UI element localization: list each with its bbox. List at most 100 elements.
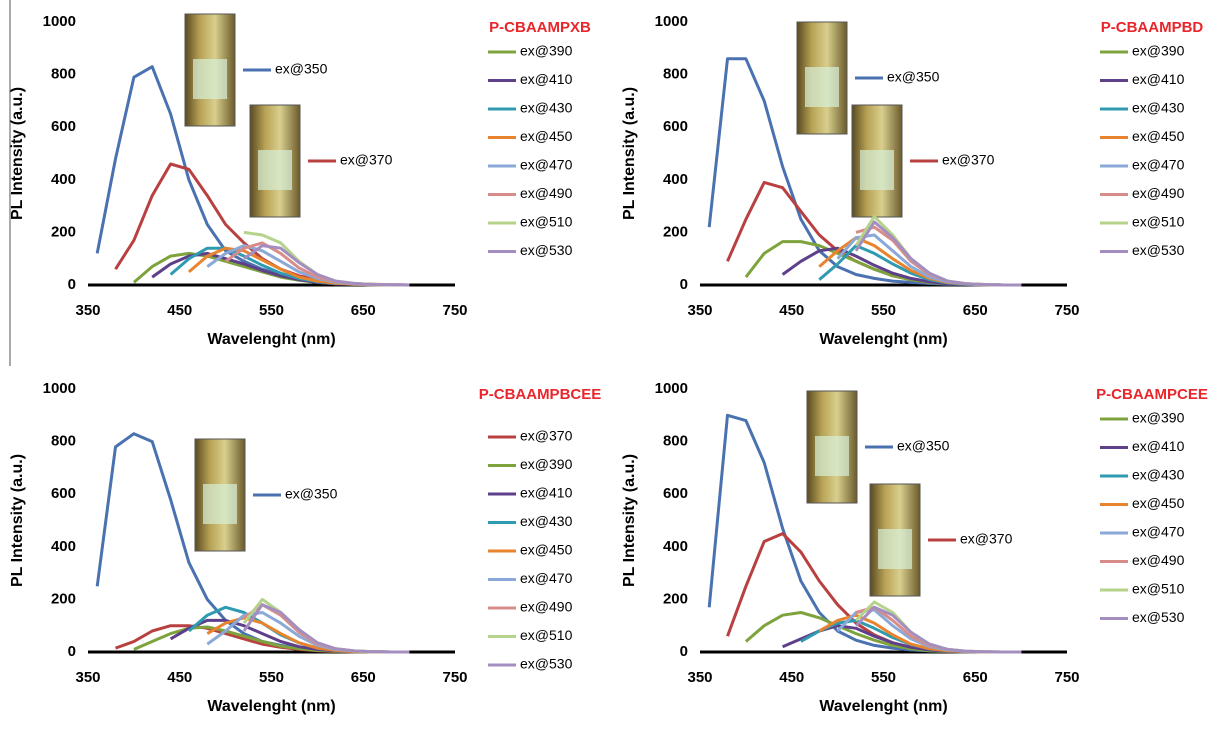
x-axis-label: Wavelenght (nm) (207, 698, 335, 715)
vial-glow (860, 150, 894, 190)
legend-label: ex@450 (520, 542, 573, 558)
legend-label: ex@390 (1132, 410, 1185, 426)
legend-label: ex@470 (520, 157, 573, 173)
legend-label: ex@530 (1132, 242, 1185, 258)
y-tick-label: 200 (51, 590, 76, 607)
legend-label: ex@510 (520, 214, 573, 230)
legend-label: ex@430 (1132, 467, 1185, 483)
series-line (243, 244, 410, 287)
legend-label: ex@530 (520, 242, 573, 258)
y-tick-label: 600 (51, 118, 76, 135)
y-tick-label: 0 (680, 276, 688, 293)
x-tick-label: 350 (75, 302, 100, 319)
legend-label: ex@410 (520, 485, 573, 501)
x-tick-label: 550 (871, 302, 896, 319)
series-line (781, 246, 1022, 287)
y-tick-label: 0 (68, 276, 76, 293)
x-tick-label: 750 (442, 669, 467, 686)
y-tick-label: 1000 (655, 13, 688, 30)
y-tick-label: 600 (663, 118, 688, 135)
x-axis-label: Wavelenght (nm) (819, 698, 947, 715)
legend-label: ex@450 (520, 128, 573, 144)
legend-label: ex@470 (1132, 157, 1185, 173)
y-tick-label: 800 (663, 433, 688, 450)
chart-title: P-CBAAMPBD (1101, 19, 1204, 36)
y-tick-label: 400 (663, 171, 688, 188)
y-tick-label: 400 (51, 171, 76, 188)
series-line (854, 220, 1022, 287)
legend-label: ex@490 (1132, 552, 1185, 568)
legend-label: ex@350 (887, 69, 940, 85)
vial-glow (193, 59, 227, 99)
legend-label: ex@370 (960, 531, 1013, 547)
y-tick-label: 200 (663, 590, 688, 607)
y-tick-label: 600 (663, 485, 688, 502)
vial-glow (203, 484, 237, 524)
vial-glow (805, 67, 839, 107)
legend-label: ex@410 (1132, 438, 1185, 454)
legend-label: ex@430 (1132, 100, 1185, 116)
y-axis-label: PL Intensity (a.u.) (621, 87, 638, 220)
y-tick-label: 400 (663, 538, 688, 555)
x-axis-label: Wavelenght (nm) (819, 331, 947, 348)
legend-label: ex@370 (520, 428, 573, 444)
y-tick-label: 0 (680, 643, 688, 660)
legend-label: ex@510 (1132, 581, 1185, 597)
x-tick-label: 750 (442, 302, 467, 319)
legend-label: ex@470 (1132, 524, 1185, 540)
y-tick-label: 600 (51, 485, 76, 502)
vial-glow (878, 529, 912, 569)
x-tick-label: 450 (779, 669, 804, 686)
x-tick-label: 750 (1054, 669, 1079, 686)
legend-label: ex@530 (520, 656, 573, 672)
y-tick-label: 800 (51, 66, 76, 83)
x-tick-label: 350 (75, 669, 100, 686)
y-tick-label: 1000 (43, 380, 76, 397)
series-line (242, 603, 410, 654)
series-line (854, 605, 1022, 654)
legend-label: ex@390 (1132, 43, 1185, 59)
legend-label: ex@350 (275, 61, 328, 77)
chart-title: P-CBAAMPBCEE (479, 386, 602, 403)
y-tick-label: 0 (68, 643, 76, 660)
legend-label: ex@470 (520, 570, 573, 586)
x-tick-label: 450 (167, 302, 192, 319)
x-tick-label: 550 (871, 669, 896, 686)
chart-title: P-CBAAMPXB (489, 19, 591, 36)
legend-label: ex@390 (520, 43, 573, 59)
y-axis-label: PL Intensity (a.u.) (621, 454, 638, 587)
x-tick-label: 650 (351, 669, 376, 686)
x-tick-label: 750 (1054, 302, 1079, 319)
x-tick-label: 650 (963, 669, 988, 686)
chart-title: P-CBAAMPCEE (1096, 386, 1208, 403)
vial-glow (815, 436, 849, 476)
x-tick-label: 350 (687, 669, 712, 686)
x-tick-label: 450 (167, 669, 192, 686)
legend-label: ex@490 (1132, 185, 1185, 201)
legend-label: ex@390 (520, 456, 573, 472)
legend-label: ex@410 (1132, 71, 1185, 87)
legend-label: ex@530 (1132, 609, 1185, 625)
vial-glow (258, 150, 292, 190)
x-tick-label: 350 (687, 302, 712, 319)
legend-label: ex@430 (520, 513, 573, 529)
legend-label: ex@450 (1132, 128, 1185, 144)
y-tick-label: 1000 (43, 13, 76, 30)
x-tick-label: 650 (351, 302, 376, 319)
y-axis-label: PL Intensity (a.u.) (9, 87, 26, 220)
x-tick-label: 650 (963, 302, 988, 319)
y-tick-label: 200 (663, 223, 688, 240)
x-tick-label: 450 (779, 302, 804, 319)
x-tick-label: 550 (259, 669, 284, 686)
legend-label: ex@430 (520, 100, 573, 116)
legend-label: ex@370 (942, 152, 995, 168)
legend-label: ex@350 (897, 438, 950, 454)
legend-label: ex@490 (520, 599, 573, 615)
legend-label: ex@510 (520, 627, 573, 643)
legend-label: ex@510 (1132, 214, 1185, 230)
legend-label: ex@410 (520, 71, 573, 87)
y-tick-label: 800 (663, 66, 688, 83)
x-tick-label: 550 (259, 302, 284, 319)
y-axis-label: PL Intensity (a.u.) (9, 454, 26, 587)
